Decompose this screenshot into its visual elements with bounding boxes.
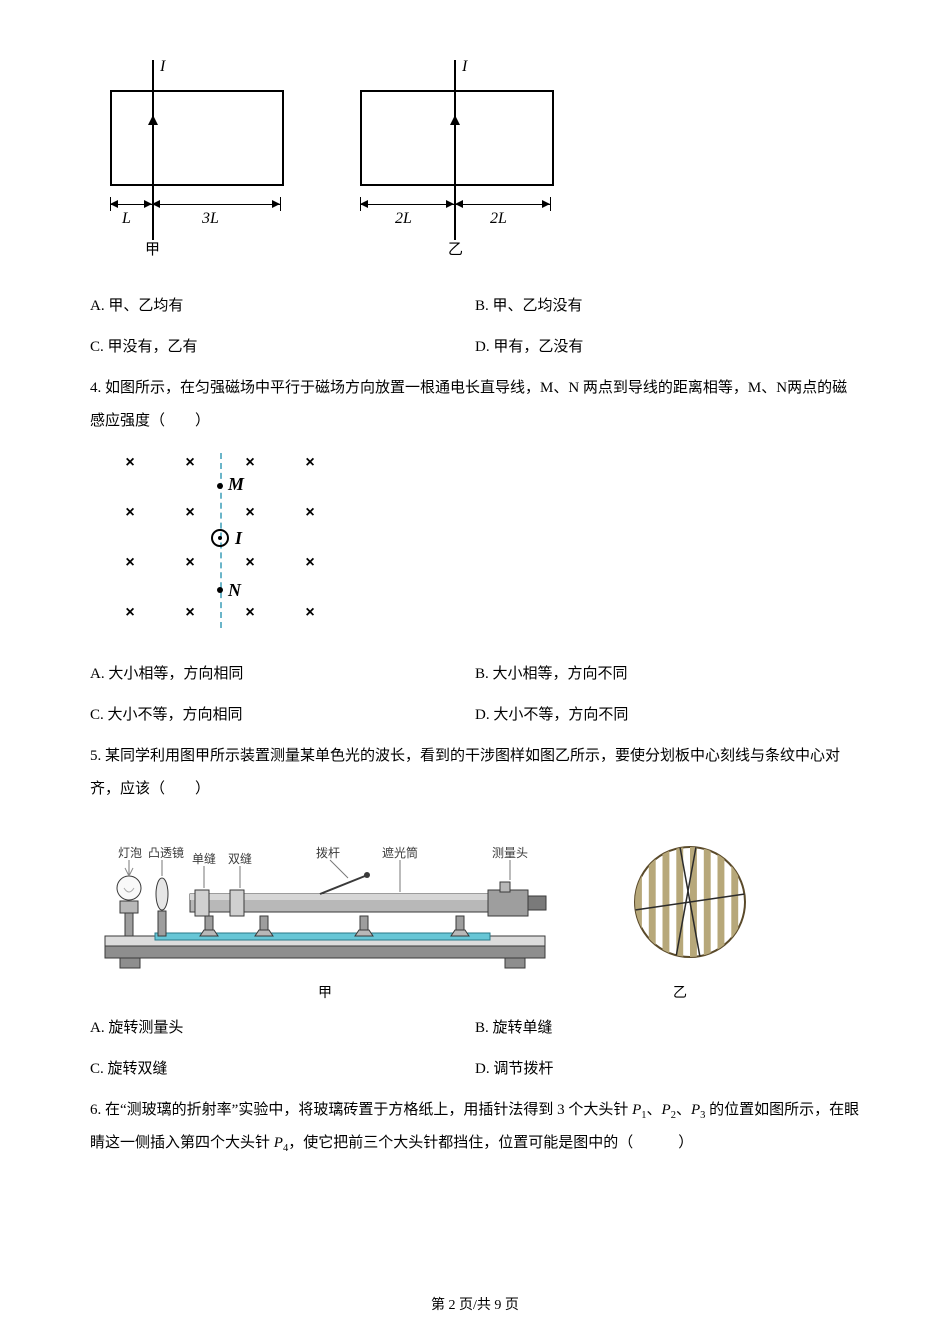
q6-text: 6. 在“测玻璃的折射率”实验中，将玻璃砖置于方格纸上，用插针法得到 3 个大头… (90, 1094, 860, 1160)
q4-diagram: M I N × × × × × × × × × × × × × × × × (110, 448, 320, 638)
q5-label-rod: 拨杆 (316, 844, 340, 861)
q5-option-a: A. 旋转测量头 (90, 1012, 475, 1045)
q3-jia-wire-label: I (160, 58, 165, 76)
q4-label-m: M (228, 474, 244, 495)
q5-captions: 甲 乙 (90, 982, 860, 1002)
q5-option-c: C. 旋转双缝 (90, 1053, 475, 1086)
q3-diagram-jia: I L 3L 甲 (90, 60, 300, 260)
q3-option-d: D. 甲有，乙没有 (475, 331, 860, 364)
field-cross-icon: × (125, 604, 134, 622)
field-cross-icon: × (125, 554, 134, 572)
q3-jia-dim-left: L (122, 210, 131, 228)
field-cross-icon: × (185, 554, 194, 572)
field-cross-icon: × (305, 504, 314, 522)
q6-p2s: 2 (671, 1110, 676, 1121)
q5-apparatus: 灯泡 凸透镜 单缝 双缝 拨杆 遮光筒 测量头 (100, 816, 570, 976)
q6-p1: P (632, 1102, 641, 1118)
q4-option-c: C. 大小不等，方向相同 (90, 699, 475, 732)
q5-text: 5. 某同学利用图甲所示装置测量某单色光的波长，看到的干涉图样如图乙所示，要使分… (90, 740, 860, 806)
q4-label-n: N (228, 580, 241, 601)
q6-p3: P (691, 1102, 700, 1118)
q5-label-bulb: 灯泡 (118, 844, 142, 861)
field-cross-icon: × (305, 554, 314, 572)
q6-p4: P (274, 1135, 283, 1151)
q4-option-b: B. 大小相等，方向不同 (475, 658, 860, 691)
field-cross-icon: × (245, 504, 254, 522)
q6-prefix: 6. 在“测玻璃的折射率”实验中，将玻璃砖置于方格纸上，用插针法得到 3 个大头… (90, 1102, 632, 1118)
q4-text: 4. 如图所示，在匀强磁场中平行于磁场方向放置一根通电长直导线，M、N 两点到导… (90, 372, 860, 438)
field-cross-icon: × (125, 454, 134, 472)
field-cross-icon: × (245, 554, 254, 572)
q3-option-a: A. 甲、乙均有 (90, 290, 475, 323)
q5-pattern (630, 842, 750, 962)
q5-label-lens: 凸透镜 (148, 844, 184, 861)
q3-yi-caption: 乙 (448, 238, 463, 259)
q5-label-measure-head: 测量头 (492, 844, 528, 861)
q3-yi-wire-label: I (462, 58, 467, 76)
q6-suffix: ，使它把前三个大头针都挡住，位置可能是图中的（ ） (288, 1135, 693, 1151)
q3-options-row2: C. 甲没有，乙有 D. 甲有，乙没有 (90, 331, 860, 364)
q4-option-a: A. 大小相等，方向相同 (90, 658, 475, 691)
q5-label-single-slit: 单缝 (192, 850, 216, 867)
q5-caption-jia: 甲 (90, 982, 560, 1002)
q5-option-d: D. 调节拨杆 (475, 1053, 860, 1086)
field-cross-icon: × (185, 454, 194, 472)
q5-caption-yi: 乙 (620, 982, 740, 1002)
field-cross-icon: × (185, 604, 194, 622)
field-cross-icon: × (305, 454, 314, 472)
q3-option-b: B. 甲、乙均没有 (475, 290, 860, 323)
q6-p2: P (662, 1102, 671, 1118)
q3-option-c: C. 甲没有，乙有 (90, 331, 475, 364)
q3-diagram-yi: I 2L 2L 乙 (340, 60, 570, 260)
q5-options-row1: A. 旋转测量头 B. 旋转单缝 (90, 1012, 860, 1045)
page-footer: 第 2 页/共 9 页 (0, 1294, 950, 1314)
q4-label-i: I (235, 528, 242, 549)
field-cross-icon: × (185, 504, 194, 522)
q5-label-shield-tube: 遮光筒 (382, 844, 418, 861)
q3-jia-dim-right: 3L (202, 210, 219, 228)
q3-options-row1: A. 甲、乙均有 B. 甲、乙均没有 (90, 290, 860, 323)
q4-option-d: D. 大小不等，方向不同 (475, 699, 860, 732)
q6-p1s: 1 (641, 1110, 646, 1121)
q5-option-b: B. 旋转单缝 (475, 1012, 860, 1045)
q5-diagrams: 灯泡 凸透镜 单缝 双缝 拨杆 遮光筒 测量头 (100, 816, 860, 976)
field-cross-icon: × (125, 504, 134, 522)
field-cross-icon: × (245, 454, 254, 472)
q3-diagrams: I L 3L 甲 I (90, 60, 860, 260)
q5-label-double-slit: 双缝 (228, 850, 252, 867)
q3-yi-dim-left: 2L (395, 210, 412, 228)
q3-jia-caption: 甲 (145, 238, 160, 259)
q5-options-row2: C. 旋转双缝 D. 调节拨杆 (90, 1053, 860, 1086)
field-cross-icon: × (245, 604, 254, 622)
q3-yi-dim-right: 2L (490, 210, 507, 228)
q4-options-row2: C. 大小不等，方向相同 D. 大小不等，方向不同 (90, 699, 860, 732)
field-cross-icon: × (305, 604, 314, 622)
q4-options-row1: A. 大小相等，方向相同 B. 大小相等，方向不同 (90, 658, 860, 691)
